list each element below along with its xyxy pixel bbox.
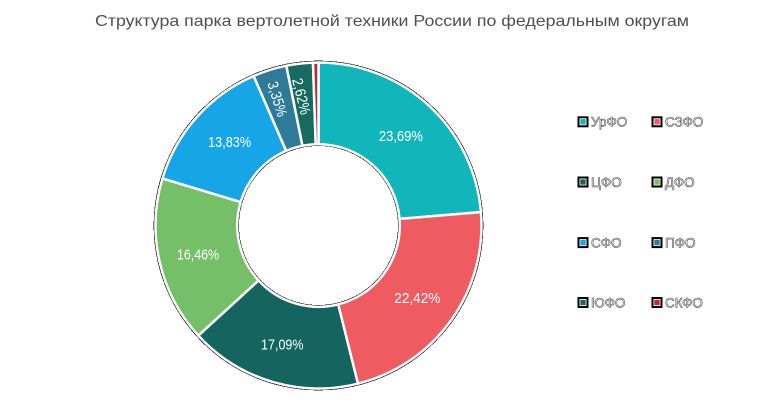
svg-text:СКФО: СКФО (665, 295, 703, 310)
svg-text:СЗФО: СЗФО (665, 115, 703, 130)
svg-text:ЦФО: ЦФО (591, 175, 622, 190)
svg-text:22,42%: 22,42% (394, 290, 440, 307)
svg-text:13,83%: 13,83% (208, 134, 251, 151)
svg-text:ПФО: ПФО (665, 235, 695, 250)
svg-text:СФО: СФО (591, 235, 622, 250)
svg-text:УрФО: УрФО (591, 115, 627, 130)
svg-text:Структура парка вертолетной те: Структура парка вертолетной техники Росс… (95, 13, 689, 30)
svg-text:17,09%: 17,09% (261, 336, 304, 353)
svg-text:16,46%: 16,46% (177, 247, 219, 264)
svg-text:ЮФО: ЮФО (591, 295, 625, 310)
svg-text:ДФО: ДФО (665, 175, 695, 190)
svg-text:23,69%: 23,69% (379, 128, 423, 145)
